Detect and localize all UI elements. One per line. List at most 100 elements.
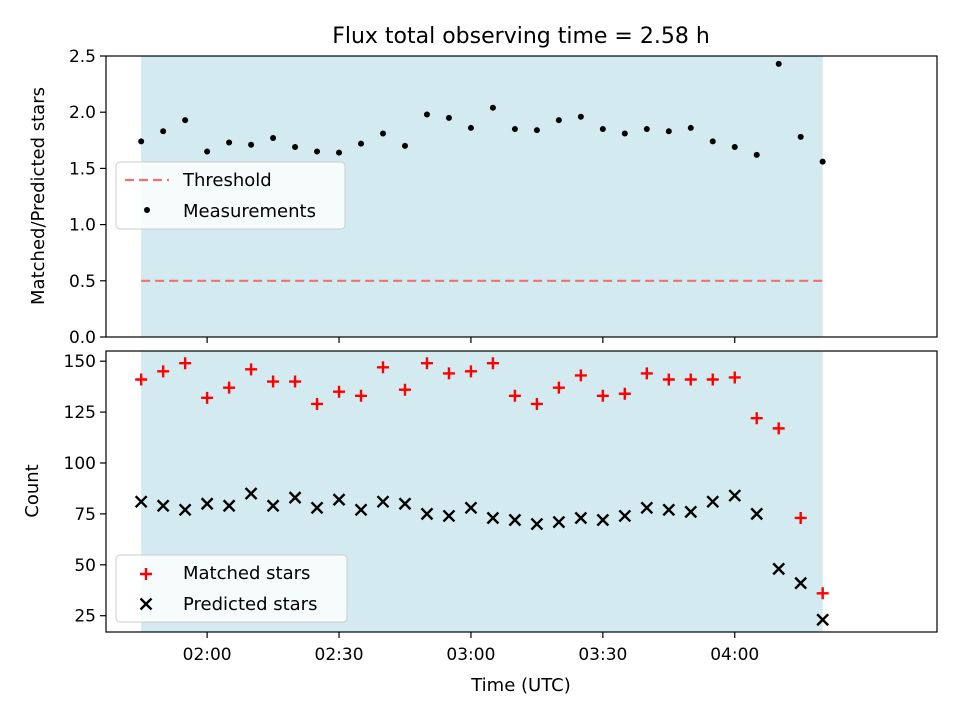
axes-frame <box>105 350 938 633</box>
measurement-point <box>401 142 408 149</box>
predicted-stars-point <box>728 489 742 502</box>
measurement-point <box>797 133 804 140</box>
legend: Threshold Measurements <box>115 161 346 230</box>
measurement-point <box>467 124 474 131</box>
legend-measurement-label: Measurements <box>183 201 316 222</box>
predicted-stars-point <box>618 509 632 523</box>
matched-stars-point <box>333 385 346 398</box>
predicted-stars-point <box>508 513 522 527</box>
measurement-point <box>270 135 277 142</box>
predicted-stars-point <box>134 495 148 509</box>
matched-stars-point <box>223 381 236 394</box>
measurement-point <box>753 151 760 158</box>
measurement-point <box>204 148 211 155</box>
predicted-stars-point <box>794 576 808 590</box>
measurement-point <box>423 111 430 118</box>
measurement-point <box>182 117 189 124</box>
y-tick-label: 0.5 <box>69 272 96 292</box>
predicted-stars-point <box>156 499 170 513</box>
measurement-point <box>555 117 562 124</box>
bottom-y-axis-label: Count <box>22 464 43 517</box>
measurement-point <box>577 113 584 120</box>
predicted-stars-point <box>772 562 786 576</box>
measurement-point <box>665 128 672 135</box>
predicted-stars-point <box>420 507 434 521</box>
matched-stars-point <box>179 357 192 370</box>
predicted-stars-point <box>222 499 236 513</box>
matched-stars-point <box>311 397 324 410</box>
matched-stars-point <box>201 391 214 404</box>
predicted-stars-point <box>398 497 412 511</box>
measurement-point <box>775 60 782 67</box>
matched-stars-point <box>486 357 499 370</box>
measurement-point <box>380 130 386 137</box>
predicted-stars-point <box>750 507 764 521</box>
legend-threshold-label: Threshold <box>182 170 272 191</box>
predicted-stars-point <box>178 503 192 517</box>
predicted-stars-point <box>816 613 830 627</box>
matched-stars-point <box>794 511 807 524</box>
predicted-stars-point <box>244 487 258 500</box>
matched-stars-point <box>267 375 280 388</box>
predicted-stars-point <box>552 515 566 529</box>
matched-stars-point <box>420 357 433 370</box>
x-tick-label: 02:30 <box>315 645 364 665</box>
legend-predicted-swatch <box>139 597 153 611</box>
measurement-point <box>533 127 540 134</box>
matched-stars-point <box>706 373 719 386</box>
predicted-stars-point <box>200 497 214 511</box>
measurement-point <box>489 104 496 111</box>
y-tick-label: 150 <box>64 352 96 372</box>
matched-stars-point <box>662 373 675 386</box>
matched-stars-point <box>684 373 697 386</box>
measurement-point <box>643 126 650 133</box>
measurement-point <box>292 144 299 151</box>
matched-stars-point <box>552 381 565 394</box>
matched-stars-point <box>442 367 455 380</box>
measurement-point <box>138 138 145 145</box>
predicted-stars-point <box>310 501 324 515</box>
measurement-point <box>226 139 233 146</box>
predicted-stars-point <box>464 501 478 515</box>
measurement-point <box>336 149 343 156</box>
matched-stars-point <box>245 363 258 376</box>
matched-stars-point <box>157 365 170 378</box>
x-tick-label: 02:00 <box>183 645 232 665</box>
predicted-stars-point <box>486 511 500 525</box>
measurement-point <box>358 140 365 147</box>
predicted-stars-point <box>376 495 390 509</box>
predicted-stars-point <box>288 491 302 504</box>
legend-matched-swatch <box>140 568 152 580</box>
series-predicted-stars <box>134 487 830 627</box>
matched-stars-point <box>640 367 653 380</box>
measurement-point <box>599 126 606 133</box>
x-axis-label: Time (UTC) <box>470 675 571 696</box>
matched-stars-point <box>816 587 829 600</box>
predicted-stars-point <box>442 509 456 523</box>
x-tick-label: 03:00 <box>446 645 495 665</box>
measurement-point <box>819 158 826 165</box>
predicted-stars-point <box>574 511 588 525</box>
predicted-stars-point <box>596 513 610 527</box>
predicted-stars-point <box>354 503 368 517</box>
series-measurements <box>138 60 826 165</box>
matched-stars-point <box>618 387 631 400</box>
measurement-point <box>687 124 694 131</box>
predicted-stars-point <box>662 503 676 517</box>
y-tick-label: 100 <box>64 454 96 474</box>
legend: Matched stars Predicted stars <box>115 554 348 623</box>
predicted-stars-point <box>684 505 698 519</box>
measurement-point <box>709 138 716 145</box>
matched-stars-point <box>772 422 785 435</box>
measurement-point <box>160 128 167 135</box>
matched-stars-point <box>508 389 521 402</box>
y-tick-label: 1.0 <box>69 216 96 236</box>
y-tick-label: 0.0 <box>69 328 96 348</box>
matched-stars-point <box>728 371 741 384</box>
measurement-point <box>445 114 452 121</box>
x-tick-label: 04:00 <box>710 645 759 665</box>
measurement-point <box>314 148 321 155</box>
y-tick-label: 125 <box>64 403 96 423</box>
matched-stars-point <box>464 365 477 378</box>
